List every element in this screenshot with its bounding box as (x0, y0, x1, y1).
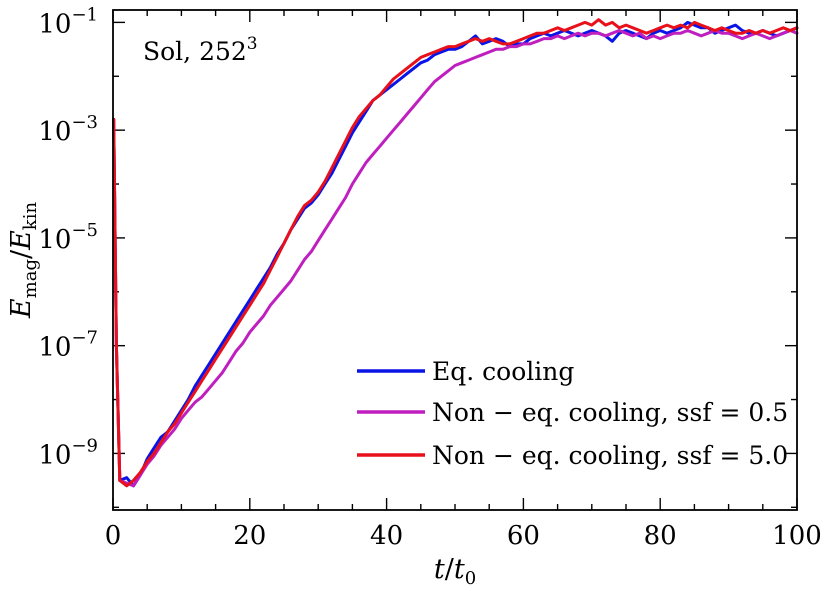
xlabel-sub2: 0 (465, 568, 476, 589)
y-tick-label: 10−5 (38, 220, 98, 255)
y-tick-label: 10−3 (38, 112, 98, 147)
y-tick-label: 10−1 (38, 4, 98, 39)
run-annotation: Sol, 2523 (143, 34, 258, 66)
legend: Eq. cooling Non − eq. cooling, ssf = 0.5… (357, 357, 788, 470)
x-tick-labels: 0 20 40 60 80 100 (105, 521, 822, 551)
xlabel-main2: t (454, 554, 465, 585)
legend-label-eq-cooling: Eq. cooling (432, 357, 574, 386)
legend-label-non-eq-ssf-5-0: Non − eq. cooling, ssf = 5.0 (432, 441, 788, 470)
series-lines (112, 18, 799, 488)
legend-label-non-eq-ssf-0-5: Non − eq. cooling, ssf = 0.5 (432, 398, 788, 427)
y-axis-label: Emag/Ekin (6, 202, 41, 320)
y-tick-label: 10−7 (38, 328, 98, 363)
annotation-base: Sol, 252 (143, 37, 247, 66)
series-line-2 (112, 18, 799, 488)
xlabel-main: t (434, 554, 445, 585)
y-tick-label: 10−9 (38, 435, 98, 470)
x-tick-label: 20 (233, 521, 266, 551)
ylabel-sub: mag (20, 259, 41, 298)
y-tick-labels: 10−9 10−7 10−5 10−3 10−1 (38, 4, 98, 470)
plot-frame (112, 9, 798, 511)
ylabel-main: E (6, 298, 37, 319)
x-tick-label: 80 (644, 521, 677, 551)
tick-marks (112, 10, 798, 510)
x-axis-label: t/t0 (434, 554, 476, 589)
ylabel-slash: / (6, 249, 37, 259)
xlabel-slash: / (445, 554, 455, 585)
ylabel-sub2: kin (20, 202, 41, 231)
x-tick-label: 100 (772, 521, 822, 551)
annotation-sup: 3 (247, 34, 258, 54)
series-line-1 (112, 29, 799, 488)
x-tick-label: 40 (370, 521, 403, 551)
x-tick-label: 60 (507, 521, 540, 551)
ylabel-main2: E (6, 230, 37, 251)
x-tick-label: 0 (105, 521, 122, 551)
